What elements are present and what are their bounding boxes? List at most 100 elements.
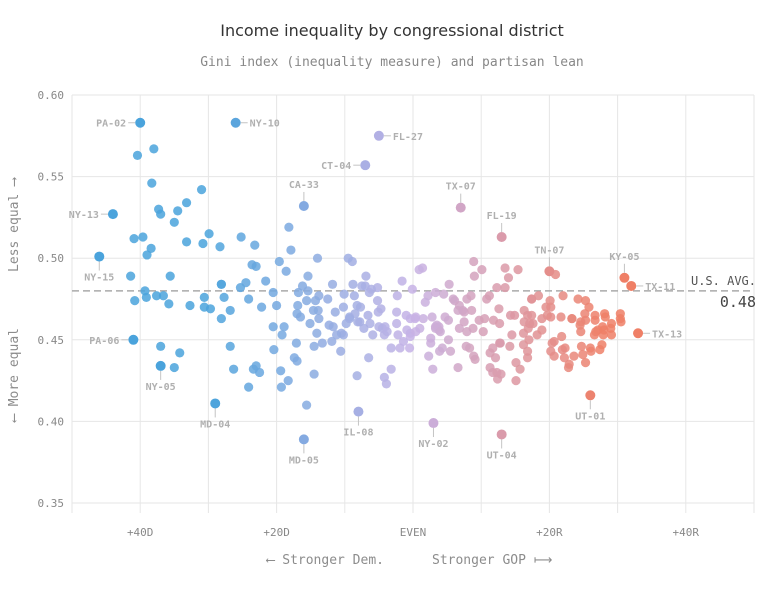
- district-point: [284, 222, 294, 232]
- district-point: [537, 313, 547, 324]
- district-point: [349, 291, 359, 301]
- labeled-district-point: [428, 418, 439, 429]
- labeled-district-point: [373, 130, 384, 141]
- district-point: [261, 276, 271, 286]
- district-point: [293, 300, 303, 311]
- labeled-district-point: [230, 117, 241, 128]
- labeled-district-point: [94, 251, 105, 262]
- labeled-district-point: [455, 202, 466, 213]
- district-point: [424, 351, 434, 361]
- district-point: [439, 289, 449, 299]
- district-point: [448, 294, 458, 304]
- district-point: [283, 376, 293, 386]
- district-point: [324, 320, 334, 330]
- us-average-value: 0.48: [720, 293, 756, 311]
- district-point: [254, 367, 265, 378]
- district-label: NY-15: [84, 273, 114, 284]
- labeled-district-point: [633, 328, 644, 339]
- district-point: [169, 217, 179, 227]
- district-label: MD-04: [200, 419, 230, 430]
- district-label: IL-08: [343, 428, 373, 439]
- district-point: [303, 286, 313, 296]
- district-point: [173, 206, 183, 216]
- labeled-district-point: [298, 200, 309, 211]
- district-point: [459, 317, 469, 327]
- chart-subtitle: Gini index (inequality measure) and part…: [200, 55, 584, 70]
- district-point: [598, 330, 608, 340]
- district-point: [339, 289, 349, 299]
- y-tick-label: 0.55: [38, 171, 65, 184]
- district-point: [386, 364, 396, 374]
- district-point: [332, 330, 342, 340]
- district-point: [454, 323, 464, 333]
- district-label: CA-33: [289, 180, 319, 191]
- district-point: [492, 282, 502, 293]
- district-point: [546, 312, 556, 322]
- district-point: [236, 232, 246, 242]
- district-point: [510, 310, 520, 320]
- district-point: [590, 310, 600, 320]
- district-point: [467, 305, 477, 316]
- district-point: [430, 287, 441, 298]
- y-tick-label: 0.40: [38, 415, 65, 428]
- labeled-district-point: [360, 160, 371, 171]
- district-point: [130, 296, 140, 306]
- district-point: [274, 256, 284, 267]
- district-point: [372, 296, 383, 306]
- labeled-district-point: [544, 266, 555, 277]
- district-label: NY-13: [69, 210, 99, 221]
- district-point: [511, 376, 521, 386]
- district-point: [291, 338, 301, 348]
- district-point: [402, 325, 412, 335]
- x-axis-label-dem: ⟵ Stronger Dem.: [266, 553, 384, 568]
- district-point: [158, 291, 168, 301]
- district-point: [314, 313, 324, 324]
- district-point: [462, 327, 472, 337]
- district-point: [500, 282, 510, 293]
- district-point: [606, 318, 617, 329]
- district-point: [352, 371, 362, 381]
- district-point: [366, 284, 376, 294]
- district-point: [363, 310, 373, 320]
- district-label: NY-05: [146, 382, 176, 393]
- labeled-district-point: [496, 231, 507, 242]
- district-point: [558, 291, 568, 301]
- district-point: [219, 292, 229, 302]
- district-point: [241, 278, 251, 288]
- district-point: [575, 320, 585, 330]
- district-point: [268, 322, 278, 332]
- district-point: [557, 344, 567, 355]
- district-point: [443, 335, 454, 345]
- district-label: TN-07: [534, 245, 564, 256]
- district-point: [204, 229, 214, 239]
- district-point: [146, 243, 156, 254]
- district-point: [507, 330, 517, 340]
- district-point: [482, 294, 492, 304]
- district-label: TX-07: [446, 182, 476, 193]
- district-label: FL-19: [487, 211, 517, 222]
- district-point: [330, 307, 340, 317]
- district-point: [586, 346, 596, 356]
- district-point: [229, 364, 239, 374]
- district-point: [327, 279, 338, 289]
- labeled-district-point: [496, 429, 507, 440]
- x-tick-label: EVEN: [400, 526, 427, 539]
- district-point: [469, 271, 479, 281]
- x-tick-label: +20R: [536, 526, 563, 539]
- district-point: [495, 338, 505, 348]
- district-point: [379, 330, 389, 340]
- district-point: [595, 344, 605, 355]
- y-tick-label: 0.50: [38, 252, 65, 265]
- district-point: [196, 185, 207, 195]
- district-point: [256, 302, 267, 312]
- district-point: [494, 304, 504, 314]
- district-point: [461, 341, 471, 351]
- district-point: [215, 242, 225, 252]
- district-point: [564, 359, 574, 369]
- labeled-district-point: [585, 390, 596, 401]
- district-point: [140, 286, 150, 296]
- district-point: [126, 271, 136, 281]
- district-point: [427, 312, 437, 322]
